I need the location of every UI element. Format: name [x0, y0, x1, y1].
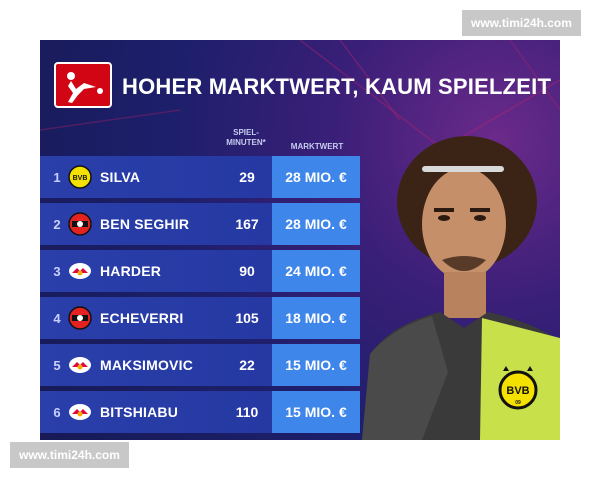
- market-value: 28 MIO. €: [272, 156, 360, 198]
- rank-number: 2: [53, 217, 61, 232]
- table-row: 6 BITSHIABU 110 15 MIO. €: [40, 391, 360, 433]
- table-row: 4 ECHEVERRI 105 18 MIO. €: [40, 297, 360, 339]
- market-value: 28 MIO. €: [272, 203, 360, 245]
- leipzig-badge-icon: [69, 357, 91, 373]
- minutes-value: 167: [235, 216, 259, 232]
- graphic-card: HOHER MARKTWERT, KAUM SPIELZEIT SPIEL- M…: [40, 40, 560, 440]
- table-row: 2 BEN SEGHIR 167 28 MIO. €: [40, 203, 360, 245]
- table-row: 5 MAKSIMOVIC 22 15 MIO. €: [40, 344, 360, 386]
- market-value: 15 MIO. €: [272, 391, 360, 433]
- minutes-value: 29: [239, 169, 255, 185]
- rank-number: 5: [53, 358, 61, 373]
- player-name: BITSHIABU: [100, 404, 179, 420]
- rank-number: 4: [53, 311, 61, 326]
- market-value: 15 MIO. €: [272, 344, 360, 386]
- leverkusen-badge-icon: [68, 212, 92, 236]
- minutes-value: 90: [239, 263, 255, 279]
- player-photo: BVB 09: [362, 136, 560, 440]
- column-header-minutes: SPIEL- MINUTEN*: [226, 128, 266, 147]
- minutes-value: 22: [239, 357, 255, 373]
- table-row: 3 HARDER 90 24 MIO. €: [40, 250, 360, 292]
- player-name: BEN SEGHIR: [100, 216, 190, 232]
- watermark-bottom: www.timi24h.com: [10, 442, 129, 468]
- column-header-value: MARKTWERT: [290, 142, 344, 151]
- svg-text:BVB: BVB: [73, 175, 88, 182]
- rank-number: 6: [53, 405, 61, 420]
- bvb-badge-icon: BVB: [68, 165, 92, 189]
- minutes-value: 105: [235, 310, 259, 326]
- player-name: HARDER: [100, 263, 162, 279]
- player-name: MAKSIMOVIC: [100, 357, 193, 373]
- minutes-value: 110: [235, 404, 259, 420]
- leverkusen-badge-icon: [68, 306, 92, 330]
- market-value: 18 MIO. €: [272, 297, 360, 339]
- svg-text:09: 09: [515, 400, 521, 406]
- table-row: 1 BVB SILVA 29 28 MIO. €: [40, 156, 360, 198]
- svg-text:BVB: BVB: [506, 385, 529, 397]
- leipzig-badge-icon: [69, 404, 91, 420]
- market-value: 24 MIO. €: [272, 250, 360, 292]
- watermark-top: www.timi24h.com: [462, 10, 581, 36]
- bundesliga-logo-icon: [54, 62, 112, 108]
- player-name: ECHEVERRI: [100, 310, 184, 326]
- player-name: SILVA: [100, 169, 141, 185]
- page-title: HOHER MARKTWERT, KAUM SPIELZEIT: [122, 74, 552, 99]
- rank-number: 3: [53, 264, 61, 279]
- leipzig-badge-icon: [69, 263, 91, 279]
- rank-number: 1: [53, 170, 61, 185]
